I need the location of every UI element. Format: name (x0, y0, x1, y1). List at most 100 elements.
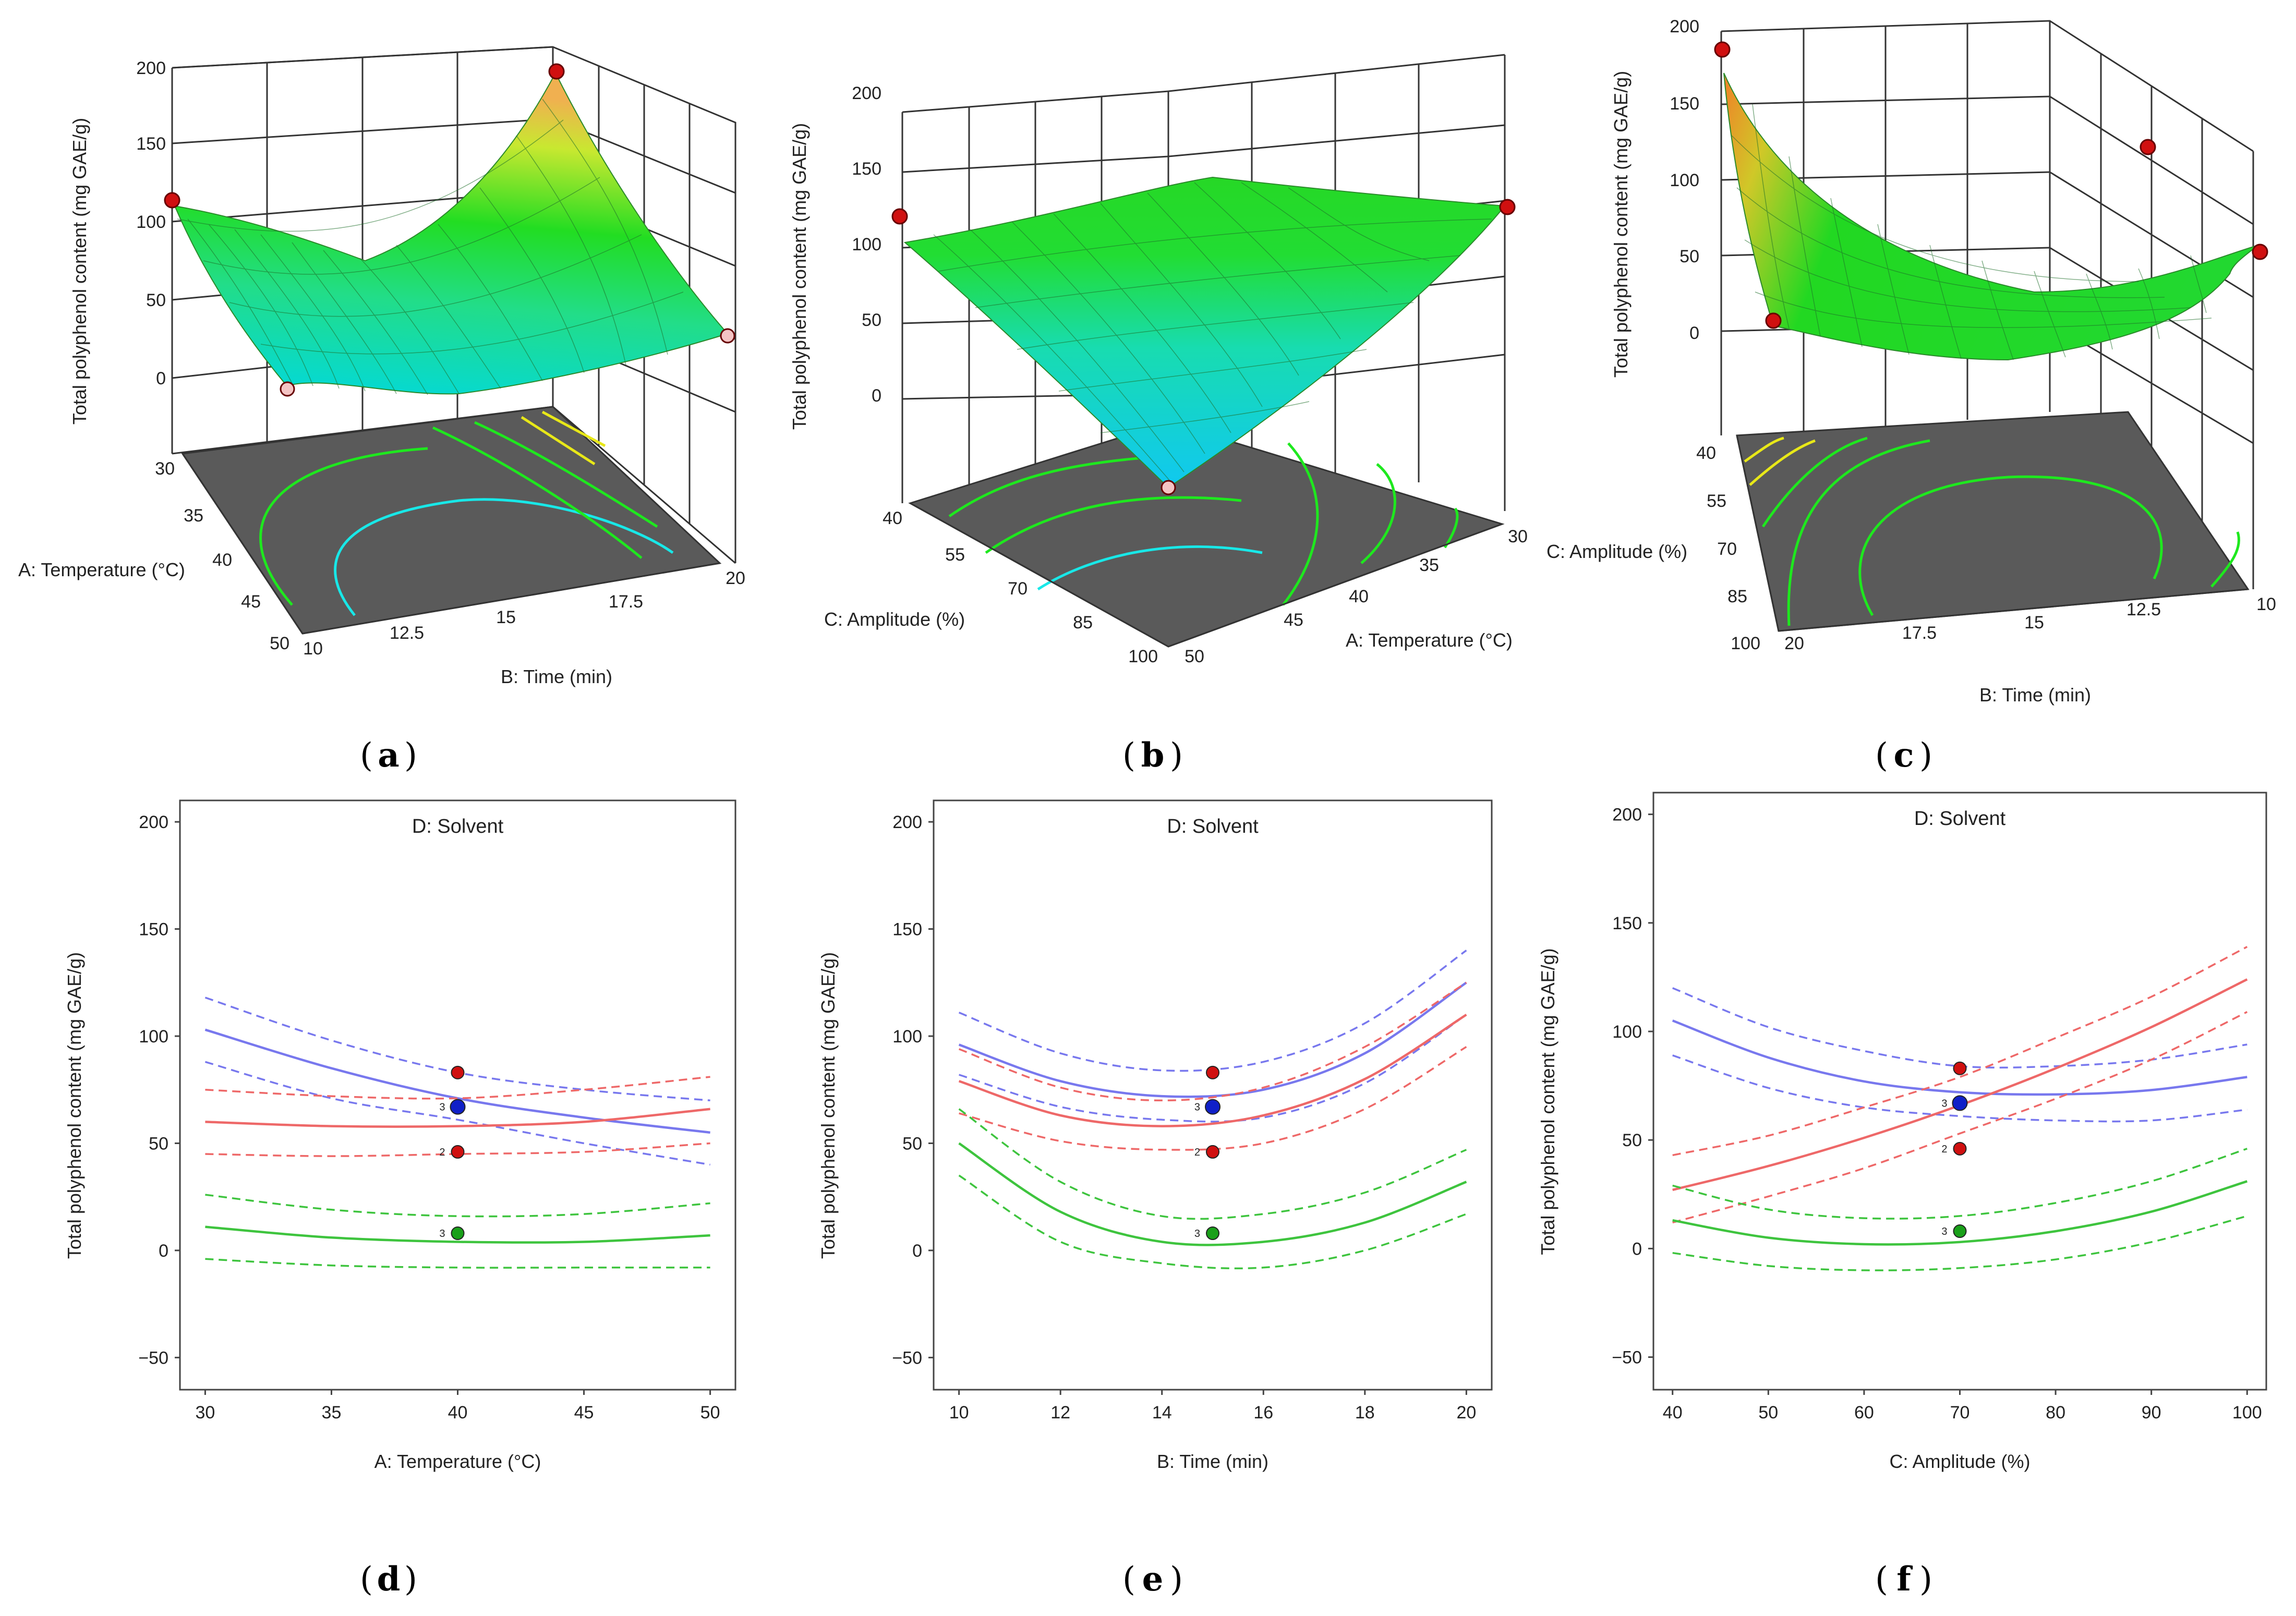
panel-e-series-blue-ci-upper (958, 950, 1467, 1072)
panel-f-x-tick-label: 40 (1663, 1403, 1683, 1423)
panel-b-x-label: C: Amplitude (%) (824, 609, 965, 630)
panel-a-x-tick: 35 (184, 506, 203, 526)
panel-f-point-count-label: 3 (1941, 1098, 1947, 1109)
svg-text:): ) (1170, 1560, 1183, 1599)
panel-e-y-tick-label: 50 (902, 1134, 922, 1153)
panel-c-floor-contours (1744, 436, 2241, 626)
panel-e-y-tick-label: 0 (912, 1241, 922, 1261)
panel-e-point-green (1206, 1226, 1219, 1241)
panel-b-z-label: Total polyphenol content (mg GAE/g) (789, 123, 810, 430)
panel-d-x-label: A: Temperature (°C) (374, 1451, 541, 1472)
panel-e-y-tick-label: 100 (892, 1027, 922, 1047)
panel-f-point-count-label: 2 (1941, 1144, 1947, 1155)
panel-e-series-green-ci-lower (958, 1174, 1467, 1270)
panel-c-floor (1736, 411, 2250, 632)
panel-b-z-tick: 150 (852, 159, 881, 179)
panel-c-z-tick: 50 (1679, 247, 1699, 266)
panel-e-point-count-label: 3 (1194, 1102, 1200, 1113)
panel-a-design-points (164, 63, 735, 397)
panel-e-y-tick-label: −50 (892, 1348, 922, 1368)
panel-d-series-blue-ci-lower (204, 1061, 710, 1166)
panel-a-y-tick: 20 (726, 568, 745, 588)
panel-d-series-green-ci-lower (205, 1258, 710, 1269)
panel-d-series-red-ci-lower (205, 1142, 710, 1157)
panel-f-series-blue-mean-line (1672, 1019, 2247, 1096)
panel-b-floor-contours (948, 442, 1459, 606)
svg-text:(: ( (1122, 736, 1135, 775)
panel-d-y-tick-label: 200 (139, 812, 168, 832)
panel-f-y-tick-label: 150 (1612, 914, 1642, 933)
panel-b-y-tick: 45 (1284, 610, 1303, 630)
panel-d-series-green-ci-upper (205, 1194, 710, 1218)
panel-d-plot-frame (179, 799, 736, 1391)
panel-f-point-red (1953, 1141, 1967, 1156)
panel-c-point-1 (1714, 41, 1731, 58)
panel-d-point-red (451, 1065, 465, 1079)
panel-a-point-2 (548, 63, 565, 80)
panel-e-point-count-label: 2 (1194, 1147, 1200, 1158)
svg-text:): ) (404, 736, 417, 775)
panel-b-design-points (891, 199, 1516, 495)
panel-e-x-tick-label: 20 (1456, 1403, 1476, 1423)
panel-e-point-blue (1205, 1099, 1220, 1115)
panel-c-z-tick: 200 (1670, 17, 1699, 37)
panel-e-series-blue-ci-lower (959, 1014, 1467, 1123)
panel-f-y-label: Total polyphenol content (mg GAE/g) (1537, 948, 1558, 1255)
panel-label-e-text: e (1142, 1560, 1164, 1599)
panel-label-b-text: b (1141, 736, 1165, 775)
panel-label-d-text: d (377, 1560, 401, 1599)
svg-text:(: ( (1875, 1560, 1888, 1599)
panel-d-x-tick-label: 30 (195, 1403, 215, 1423)
panel-e-x-tick-label: 18 (1355, 1403, 1375, 1423)
panel-label-c-text: c (1894, 736, 1914, 775)
panel-f-x-tick-label: 70 (1950, 1403, 1970, 1423)
panel-b-point-2 (1499, 199, 1516, 215)
panel-label-f: ( f ) (1875, 1560, 1932, 1599)
panel-d-x-tick-label: 35 (322, 1403, 342, 1423)
panel-a-point-3 (280, 381, 295, 397)
panel-f-point-blue (1952, 1095, 1968, 1111)
panel-f-point-count-label: 3 (1941, 1226, 1947, 1237)
panel-b-z-tick: 100 (852, 235, 881, 254)
panel-a-z-tick: 100 (136, 212, 166, 232)
panel-f-point-red (1953, 1061, 1967, 1075)
panel-e-series-red-ci-lower (959, 1046, 1467, 1151)
panel-b-z-ticks: 200 150 100 50 0 (852, 83, 881, 406)
panel-a-x-tick: 45 (241, 592, 261, 612)
panel-e-y-label: Total polyphenol content (mg GAE/g) (817, 952, 839, 1259)
panel-b-point-3 (1161, 480, 1176, 495)
panel-a-x-ticks: 30 35 40 45 50 (155, 459, 289, 653)
panel-a-y-tick: 17.5 (609, 592, 643, 612)
panel-c-x-tick: 40 (1696, 443, 1716, 463)
panel-f-x-tick-label: 90 (2142, 1403, 2161, 1423)
panel-e-title: D: Solvent (1167, 816, 1259, 837)
panel-d-x-tick-label: 45 (574, 1403, 594, 1423)
panel-f-x-label: C: Amplitude (%) (1889, 1451, 2030, 1472)
panel-d-title: D: Solvent (412, 816, 504, 837)
panel-d-x-tick-label: 40 (448, 1403, 468, 1423)
panel-e-x-tick-label: 10 (949, 1403, 969, 1423)
panel-d-series-red-ci-upper (205, 1076, 710, 1100)
panel-a-front-frame (182, 453, 720, 635)
panel-b-y-tick: 30 (1508, 527, 1528, 546)
panel-label-f-text: f (1896, 1560, 1913, 1599)
panel-d-line-plot: −50 0 50 100 150 200 30 35 40 45 50 D: Solvent A: Te… (64, 799, 736, 1472)
panel-a-y-ticks: 10 12.5 15 17.5 20 (303, 568, 745, 659)
panel-a-z-tick: 150 (136, 134, 166, 154)
panel-label-a: ( a ) (360, 736, 417, 775)
panel-a-point-1 (164, 192, 180, 209)
panel-e-series-green-ci-upper (958, 1108, 1467, 1220)
panel-f-x-tick-label: 100 (2232, 1403, 2262, 1423)
panel-a-z-label: Total polyphenol content (mg GAE/g) (69, 118, 90, 424)
panel-a-surface-mesh (177, 99, 684, 395)
panel-d-y-label: Total polyphenol content (mg GAE/g) (64, 952, 85, 1259)
panel-c-y-label: B: Time (min) (1979, 684, 2091, 706)
panel-b-z-tick: 200 (852, 83, 881, 103)
panel-d-series-green-mean-line (205, 1225, 710, 1244)
svg-text:): ) (1919, 736, 1932, 775)
panel-a-z-ticks: 200 150 100 50 0 (136, 58, 166, 388)
panel-label-e: ( e ) (1122, 1560, 1183, 1599)
panel-c-x-tick: 70 (1717, 539, 1737, 559)
panel-d-y-tick-label: 0 (159, 1241, 168, 1261)
panel-f-series-green-ci-lower (1672, 1215, 2247, 1271)
